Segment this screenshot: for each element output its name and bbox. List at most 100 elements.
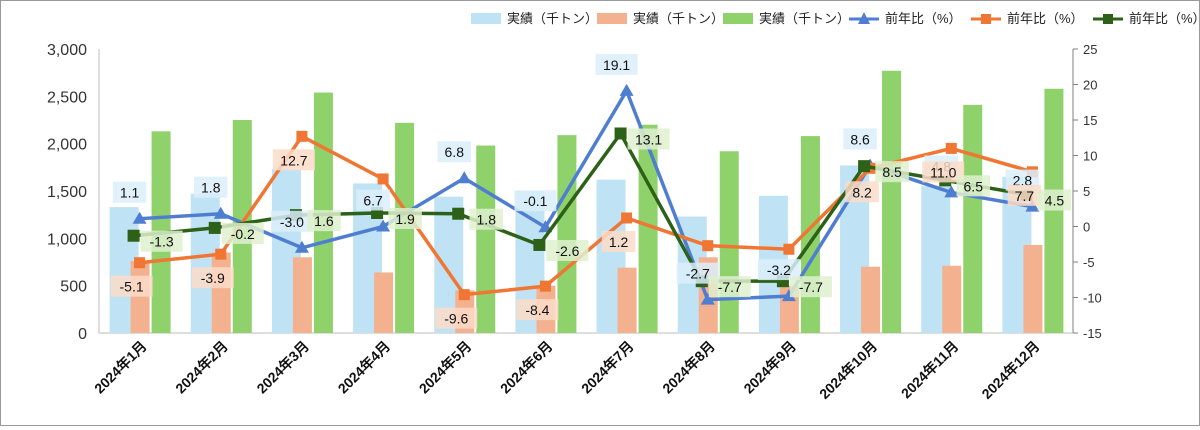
point-marker: [376, 219, 391, 232]
y-right-tick-label: -5: [1083, 255, 1095, 270]
data-label: -8.4: [525, 302, 549, 318]
data-label: 1.9: [395, 211, 415, 227]
x-tick-label: 2024年9月: [740, 338, 799, 397]
legend-label: 実績（千トン）: [633, 11, 724, 26]
bar: [963, 104, 983, 333]
legend: 実績（千トン） 実績（千トン） 実績（千トン） 前年比（%） 前年比（%） 前年比（%）: [471, 11, 1200, 26]
y-left-tick-label: 1,500: [47, 184, 87, 201]
legend-marker: [1103, 14, 1113, 24]
bar: [476, 145, 496, 333]
y-left-tick-label: 500: [60, 279, 87, 296]
x-tick-label: 2024年12月: [978, 338, 1042, 402]
point-marker: [457, 171, 472, 184]
data-label-box: [270, 210, 313, 232]
data-label: -9.6: [444, 311, 468, 327]
legend-swatch: [471, 13, 501, 24]
point-marker: [296, 130, 308, 142]
x-tick-label: 2024年10月: [816, 338, 880, 402]
data-label-box: [356, 189, 390, 211]
point-marker: [134, 257, 146, 269]
data-label-box: [601, 230, 636, 252]
y-left-tick-label: 1,000: [47, 231, 87, 248]
y-left-tick-label: 2,500: [47, 89, 87, 106]
data-label: 7.7: [1015, 188, 1035, 204]
data-label: 1.2: [609, 234, 629, 250]
x-tick-label: 2024年11月: [898, 338, 962, 402]
data-label-box: [757, 259, 800, 281]
data-label: 8.2: [852, 184, 872, 200]
line-layer: [127, 83, 1040, 305]
point-marker: [208, 221, 221, 234]
bar: [617, 267, 637, 333]
data-label: 6.7: [363, 193, 383, 209]
point-marker: [783, 243, 795, 255]
legend-label: 実績（千トン）: [507, 11, 598, 26]
point-marker: [132, 211, 147, 224]
y-left-tick-label: 0: [78, 326, 87, 343]
bar: [374, 272, 394, 333]
y-left-tick-label: 3,000: [47, 42, 87, 59]
x-tick-label: 2024年4月: [335, 338, 394, 397]
bar: [557, 135, 577, 333]
data-label: -0.1: [523, 193, 547, 209]
point-marker: [702, 240, 714, 252]
bar: [130, 261, 150, 333]
data-label-box: [435, 307, 478, 329]
legend-marker: [981, 14, 991, 24]
legend-swatch: [597, 13, 627, 24]
data-label-box: [194, 176, 228, 198]
data-label-box: [845, 181, 879, 203]
data-label-box: [140, 230, 183, 252]
data-label-box: [922, 161, 965, 183]
data-label-box: [843, 128, 877, 150]
bar-layer: [109, 70, 1064, 334]
bar: [882, 70, 902, 334]
point-marker: [452, 207, 465, 220]
point-marker: [621, 212, 633, 224]
data-label-box: [627, 128, 670, 150]
point-marker: [858, 160, 871, 173]
point-marker: [377, 173, 389, 185]
data-label-box: [956, 175, 990, 197]
data-label-box: [676, 262, 719, 284]
data-label-box: [110, 275, 153, 297]
point-marker: [619, 83, 634, 96]
data-label: -2.6: [555, 243, 579, 259]
data-label: 11.0: [930, 164, 956, 180]
data-label: -5.1: [120, 279, 144, 295]
data-label: -0.2: [231, 226, 255, 242]
y-left-tick-label: 2,000: [47, 137, 87, 154]
bar: [719, 151, 739, 333]
data-label-box: [437, 141, 471, 163]
y-right-tick-label: 5: [1083, 184, 1090, 199]
point-marker: [127, 229, 140, 242]
point-marker: [945, 142, 957, 154]
data-label: -7.7: [718, 279, 742, 295]
data-label: 8.5: [882, 164, 902, 180]
x-tick-label: 2024年8月: [659, 338, 718, 397]
x-tick-label: 2024年2月: [172, 338, 231, 397]
y-right-tick-label: 0: [1083, 220, 1090, 235]
data-label-box: [191, 267, 234, 289]
x-tick-label: 2024年1月: [91, 338, 150, 397]
data-label: 1.1: [120, 185, 140, 201]
data-label-box: [875, 161, 909, 183]
legend-label: 前年比（%）: [885, 11, 962, 26]
data-label: 1.8: [201, 180, 221, 196]
bar: [1044, 88, 1064, 333]
data-label: 4.5: [1045, 193, 1065, 209]
y-right-tick-label: -15: [1083, 326, 1102, 341]
point-marker: [213, 206, 228, 219]
data-label: 12.7: [280, 152, 307, 168]
x-tick-label: 2024年7月: [578, 338, 637, 397]
data-label-box: [221, 222, 264, 244]
data-label: -3.2: [767, 262, 791, 278]
y-right-tick-label: 10: [1083, 149, 1097, 164]
data-label-box: [112, 181, 147, 203]
data-label: -3.9: [201, 270, 225, 286]
data-label: -1.3: [150, 234, 174, 250]
point-marker: [533, 238, 546, 251]
data-label-layer: 1.11.8-3.06.76.8-0.119.1-2.7-3.28.64.82.…: [110, 53, 1072, 329]
point-marker: [539, 280, 551, 292]
